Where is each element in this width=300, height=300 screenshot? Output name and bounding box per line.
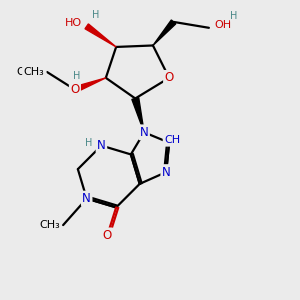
Polygon shape [74, 78, 106, 92]
Text: OCH₃: OCH₃ [16, 67, 46, 77]
Text: N: N [162, 166, 171, 178]
Text: N: N [140, 126, 148, 139]
Text: H: H [73, 70, 80, 80]
Text: OH: OH [214, 20, 231, 30]
Text: H: H [230, 11, 238, 21]
Text: CH₃: CH₃ [39, 220, 60, 230]
Text: N: N [97, 139, 106, 152]
Polygon shape [132, 98, 144, 132]
Text: H: H [92, 10, 99, 20]
Polygon shape [85, 24, 116, 47]
Text: O: O [103, 229, 112, 242]
Text: H: H [85, 138, 93, 148]
Polygon shape [153, 20, 176, 46]
Text: CH₃: CH₃ [23, 67, 44, 77]
Text: O: O [70, 83, 80, 96]
Text: N: N [82, 192, 91, 205]
Text: HO: HO [65, 18, 82, 28]
Text: O: O [164, 71, 174, 84]
Text: CH: CH [164, 135, 180, 145]
